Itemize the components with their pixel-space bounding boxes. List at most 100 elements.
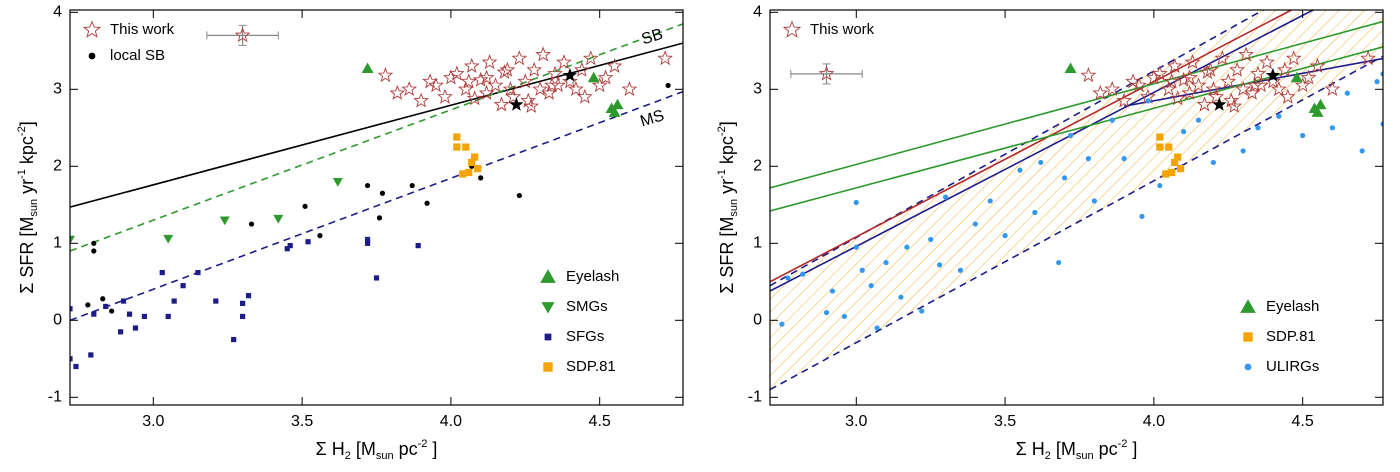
point	[1002, 233, 1008, 239]
legend-marker	[1243, 332, 1253, 342]
point	[364, 240, 371, 246]
point	[1205, 81, 1222, 97]
point	[1300, 69, 1317, 85]
point	[1285, 50, 1302, 66]
point	[1264, 73, 1281, 89]
legend-label: Eyelash	[1266, 298, 1319, 315]
point	[1184, 54, 1201, 70]
axis-label-part: kpc	[717, 136, 737, 169]
legend-label: SDP.81	[566, 358, 616, 375]
point	[120, 298, 127, 304]
axis-label-part: -2	[1118, 438, 1128, 450]
point	[535, 46, 552, 62]
point	[1255, 125, 1261, 131]
point	[1229, 61, 1246, 77]
point	[1279, 88, 1296, 104]
point	[468, 158, 476, 167]
point	[465, 168, 473, 177]
point	[1157, 182, 1163, 189]
point	[1380, 71, 1383, 77]
point	[1238, 46, 1255, 62]
point	[1309, 57, 1326, 73]
point	[471, 153, 479, 161]
point	[453, 133, 461, 141]
legend-marker	[1244, 363, 1252, 371]
point	[376, 215, 383, 221]
point	[591, 77, 608, 93]
point	[171, 298, 177, 304]
point	[562, 73, 578, 89]
line	[770, 10, 1294, 283]
y-tick-label: 4	[753, 4, 762, 21]
point	[422, 73, 438, 89]
legend-label: SMGs	[566, 298, 608, 315]
point	[1145, 69, 1162, 85]
point	[509, 97, 524, 111]
line	[70, 42, 683, 208]
point	[1056, 259, 1062, 266]
point	[608, 106, 621, 117]
point	[1202, 61, 1219, 77]
point	[1214, 50, 1231, 66]
point	[389, 84, 406, 100]
point	[239, 313, 246, 320]
point	[73, 363, 79, 370]
line-label: SB	[640, 26, 665, 49]
point	[287, 243, 293, 249]
point	[1109, 117, 1115, 123]
point	[1270, 81, 1287, 97]
point	[1156, 143, 1164, 151]
point	[823, 310, 830, 316]
point	[448, 65, 465, 81]
point	[409, 182, 415, 189]
point	[1314, 98, 1327, 110]
point	[665, 82, 671, 89]
legend-label: SDP.81	[1266, 328, 1316, 345]
point	[597, 69, 614, 85]
point	[1226, 97, 1243, 113]
point	[457, 81, 474, 97]
point	[361, 62, 374, 74]
point	[415, 243, 421, 249]
point	[91, 240, 97, 246]
point	[972, 221, 978, 227]
plot-area	[70, 23, 683, 370]
point	[474, 165, 482, 173]
point	[1174, 153, 1182, 161]
point	[818, 65, 835, 81]
point	[70, 356, 73, 362]
point	[1166, 57, 1183, 73]
axis-label-part: ]	[17, 121, 37, 126]
point	[502, 81, 519, 97]
point	[1259, 54, 1275, 70]
point	[1212, 97, 1227, 111]
point	[364, 182, 371, 189]
legend-marker	[541, 302, 555, 314]
line	[770, 10, 1265, 287]
point	[1017, 167, 1023, 173]
legend-marker	[82, 20, 102, 38]
point	[1300, 132, 1306, 139]
point	[1165, 143, 1173, 151]
axis-label-part: [M	[351, 439, 376, 459]
point	[621, 81, 638, 97]
y-tick-label: 3	[753, 81, 762, 98]
point	[859, 267, 865, 273]
legend-label: Eyelash	[566, 268, 619, 285]
axis-label-part: Σ SFR [M	[717, 217, 737, 294]
point	[853, 199, 859, 206]
plot-frame	[769, 9, 1384, 406]
legend-marker	[544, 333, 552, 341]
point	[373, 275, 380, 281]
point	[117, 329, 124, 335]
y-axis-label: Σ SFR [Msun yr-1 kpc-2]	[716, 121, 740, 293]
point	[141, 313, 147, 320]
point	[1196, 96, 1213, 112]
point	[874, 325, 880, 331]
point	[532, 81, 549, 97]
line	[770, 10, 1315, 292]
point	[284, 246, 290, 252]
y-tick-label: 0	[53, 312, 62, 329]
